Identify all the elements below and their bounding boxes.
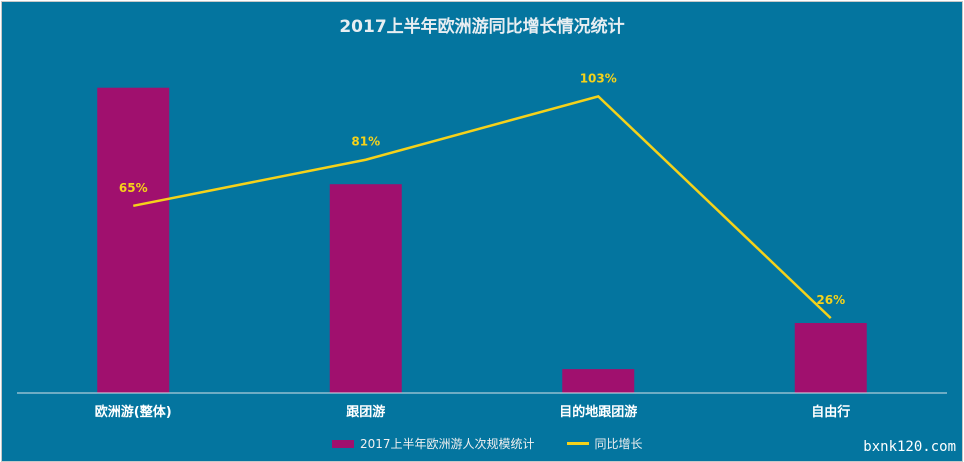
x-tick-label: 欧洲游(整体) — [95, 404, 172, 420]
watermark: bxnk120.com — [863, 439, 956, 455]
bar — [97, 87, 170, 393]
x-tick-label: 自由行 — [811, 404, 850, 420]
growth-line — [133, 94, 832, 320]
x-tick-label: 目的地跟团游 — [559, 404, 637, 420]
data-label: 26% — [816, 293, 845, 307]
legend: 2017上半年欧洲游人次规模统计 同比增长 — [332, 435, 643, 452]
bar — [562, 369, 635, 393]
data-label: 81% — [351, 135, 380, 149]
legend-swatch-bar — [332, 439, 354, 448]
bar — [794, 323, 867, 393]
legend-label-bar: 2017上半年欧洲游人次规模统计 — [360, 437, 535, 451]
data-label: 103% — [580, 71, 617, 85]
bar — [329, 184, 402, 393]
legend-label-line: 同比增长 — [594, 437, 643, 451]
legend-swatch-line — [566, 442, 589, 445]
chart-title: 2017上半年欧洲游同比增长情况统计 — [339, 17, 625, 37]
data-label: 65% — [119, 181, 148, 195]
x-tick-label: 跟团游 — [346, 404, 385, 420]
